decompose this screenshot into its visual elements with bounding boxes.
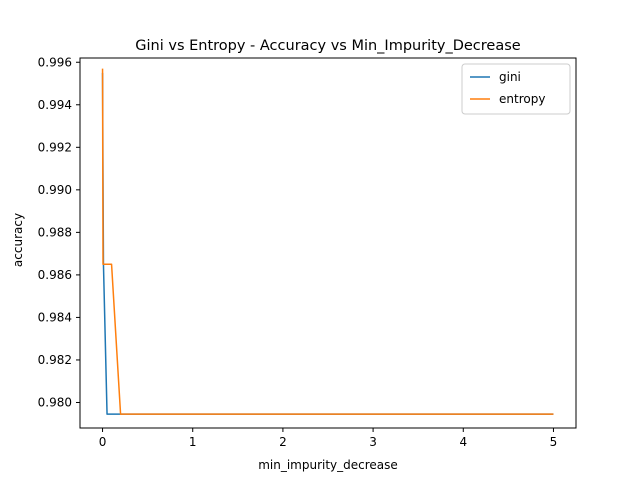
x-axis-title: min_impurity_decrease <box>258 458 398 472</box>
legend-label-entropy: entropy <box>499 92 545 106</box>
y-axis-ticks: 0.980 0.982 0.984 0.986 0.988 0.990 0.992 0.994… <box>38 55 80 409</box>
x-tick-label: 2 <box>279 435 287 449</box>
chart-title: Gini vs Entropy - Accuracy vs Min_Impuri… <box>135 38 521 54</box>
y-tick-label: 0.990 <box>38 183 72 197</box>
plot-frame <box>79 57 577 429</box>
y-tick-label: 0.994 <box>38 98 72 112</box>
legend-label-gini: gini <box>499 70 521 84</box>
series-layer <box>101 68 554 415</box>
legend: gini entropy <box>461 63 571 115</box>
y-tick-label: 0.988 <box>38 225 72 239</box>
y-tick-label: 0.996 <box>38 55 72 69</box>
y-tick-label: 0.980 <box>38 395 72 409</box>
y-tick-label: 0.982 <box>38 353 72 367</box>
x-tick-label: 5 <box>550 435 558 449</box>
x-tick-label: 3 <box>369 435 377 449</box>
series-line-entropy <box>101 68 554 415</box>
x-axis-ticks: 0 1 2 3 4 5 <box>99 428 558 449</box>
y-tick-label: 0.984 <box>38 310 72 324</box>
x-tick-label: 4 <box>459 435 467 449</box>
y-tick-label: 0.986 <box>38 268 72 282</box>
y-axis-title: accuracy <box>11 213 25 267</box>
x-tick-label: 1 <box>189 435 197 449</box>
x-tick-label: 0 <box>99 435 107 449</box>
y-tick-label: 0.992 <box>38 140 72 154</box>
